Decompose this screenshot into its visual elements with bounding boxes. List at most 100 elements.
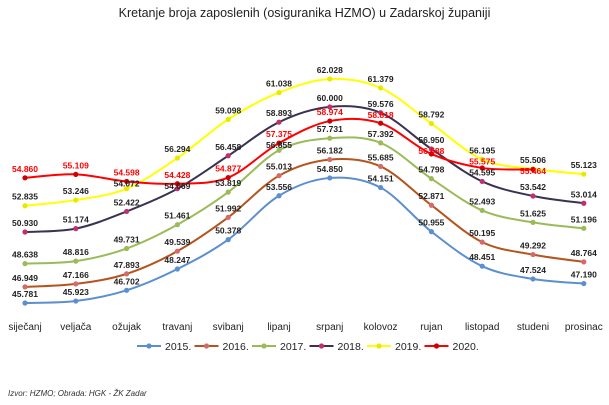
data-point bbox=[428, 176, 434, 182]
data-point bbox=[479, 156, 485, 162]
data-label: 52.422 bbox=[114, 197, 140, 207]
data-point bbox=[428, 202, 434, 208]
data-label: 61.038 bbox=[266, 79, 292, 89]
data-label: 55.506 bbox=[520, 155, 546, 165]
data-point bbox=[225, 237, 231, 243]
x-tick-label: veljača bbox=[60, 322, 92, 333]
data-label: 56.294 bbox=[164, 144, 190, 154]
data-label: 46.702 bbox=[114, 276, 140, 286]
data-label: 58.818 bbox=[368, 110, 394, 120]
series-line-2017 bbox=[24, 136, 584, 265]
data-label: 55.685 bbox=[368, 152, 394, 162]
data-label: 54.595 bbox=[469, 167, 495, 177]
x-tick-label: srpanj bbox=[316, 322, 343, 333]
data-point bbox=[530, 276, 536, 282]
data-point bbox=[581, 280, 587, 287]
data-point bbox=[378, 184, 384, 191]
data-label: 54.860 bbox=[12, 164, 38, 174]
data-point bbox=[73, 171, 79, 177]
data-point bbox=[530, 166, 536, 173]
data-label: 50.930 bbox=[12, 218, 38, 228]
data-point bbox=[174, 248, 180, 254]
data-label: 51.992 bbox=[215, 203, 241, 213]
legend-label: 2017. bbox=[280, 341, 306, 353]
legend-marker bbox=[318, 343, 325, 349]
data-point bbox=[276, 193, 282, 199]
data-label: 51.625 bbox=[520, 208, 546, 218]
data-point bbox=[581, 200, 587, 206]
data-point bbox=[73, 281, 79, 287]
data-point bbox=[327, 76, 333, 82]
x-tick-label: lipanj bbox=[267, 322, 290, 333]
data-label: 57.375 bbox=[266, 129, 292, 139]
data-label: 51.174 bbox=[63, 215, 89, 225]
data-point bbox=[327, 135, 333, 141]
data-label: 58.974 bbox=[317, 107, 343, 117]
data-label: 53.246 bbox=[63, 186, 89, 196]
data-point bbox=[124, 178, 130, 185]
data-label: 54.877 bbox=[215, 164, 241, 174]
data-point bbox=[124, 208, 130, 215]
data-label: 54.798 bbox=[418, 165, 444, 175]
data-point bbox=[378, 163, 384, 170]
data-point bbox=[73, 298, 79, 304]
data-label: 49.292 bbox=[520, 241, 546, 251]
data-label: 46.949 bbox=[12, 273, 38, 283]
data-point bbox=[225, 174, 231, 181]
data-label: 54.072 bbox=[114, 178, 140, 188]
data-point bbox=[225, 116, 231, 122]
data-point bbox=[22, 300, 28, 306]
data-label: 49.731 bbox=[114, 235, 140, 245]
data-label: 49.539 bbox=[164, 237, 190, 247]
data-point bbox=[22, 175, 28, 181]
data-point bbox=[276, 173, 282, 179]
legend-label: 2015. bbox=[165, 341, 191, 353]
data-label: 56.458 bbox=[215, 142, 241, 152]
data-point bbox=[174, 222, 180, 228]
x-tick-label: listopad bbox=[465, 322, 499, 333]
data-label: 51.461 bbox=[164, 211, 190, 221]
data-label: 47.190 bbox=[571, 270, 597, 280]
data-point bbox=[22, 261, 28, 267]
data-point bbox=[124, 287, 130, 293]
data-point bbox=[276, 140, 282, 146]
legend-marker bbox=[203, 343, 210, 349]
data-point bbox=[479, 263, 485, 269]
data-label: 50.195 bbox=[469, 228, 495, 238]
series-line-2015 bbox=[24, 176, 584, 304]
x-tick-label: kolovoz bbox=[364, 322, 398, 333]
data-label: 48.451 bbox=[469, 252, 495, 262]
data-point bbox=[22, 229, 28, 235]
data-point bbox=[327, 118, 333, 124]
data-label: 60.000 bbox=[317, 93, 343, 103]
data-label: 56.855 bbox=[266, 140, 292, 150]
data-label: 58.893 bbox=[266, 108, 292, 118]
data-point bbox=[124, 245, 130, 252]
data-point bbox=[428, 151, 434, 157]
data-label: 45.781 bbox=[12, 289, 38, 299]
data-point bbox=[428, 229, 434, 235]
data-label: 45.923 bbox=[63, 287, 89, 297]
data-point bbox=[174, 186, 180, 192]
data-label: 50.955 bbox=[418, 218, 444, 228]
data-label: 54.069 bbox=[164, 181, 190, 191]
data-point bbox=[225, 214, 231, 220]
data-label: 53.014 bbox=[571, 189, 597, 199]
data-point bbox=[428, 146, 434, 152]
data-point bbox=[124, 271, 130, 277]
legend-marker bbox=[261, 343, 267, 349]
x-tick-label: siječanj bbox=[8, 322, 41, 333]
x-tick-label: studeni bbox=[517, 322, 549, 333]
data-label: 48.764 bbox=[571, 248, 597, 258]
series-line-2018 bbox=[24, 105, 584, 233]
data-label: 62.028 bbox=[317, 65, 343, 75]
x-tick-label: prosinac bbox=[565, 322, 603, 333]
legend-label: 2019. bbox=[395, 341, 421, 353]
data-point bbox=[225, 153, 231, 159]
source-note: Izvor: HZMO; Obrada: HGK - ŽK Zadar bbox=[8, 389, 147, 398]
data-label: 56.195 bbox=[469, 145, 495, 155]
data-point bbox=[22, 203, 28, 209]
legend-marker bbox=[376, 343, 382, 349]
data-point bbox=[276, 119, 282, 125]
